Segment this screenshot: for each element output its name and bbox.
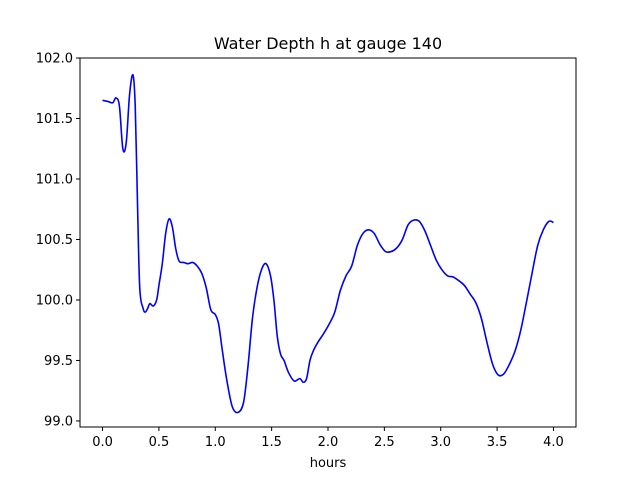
series-layer — [102, 73, 554, 414]
x-tick-label: 3.5 — [487, 435, 508, 450]
x-tick-label: 1.5 — [261, 435, 282, 450]
y-tick-label: 101.0 — [36, 172, 73, 187]
y-tick-label: 100.5 — [36, 233, 73, 248]
series-line — [102, 73, 554, 414]
x-axis-label: hours — [310, 456, 347, 471]
plot-frame — [79, 57, 577, 428]
y-tick-label: 101.5 — [36, 112, 73, 127]
x-axis: 0.0 0.5 1.0 1.5 2.0 2.5 3.0 3.5 4.0 — [92, 427, 564, 450]
x-tick-label: 2.5 — [374, 435, 395, 450]
x-tick-label: 1.0 — [205, 435, 226, 450]
y-tick-label: 102.0 — [36, 52, 73, 67]
chart-title: Water Depth h at gauge 140 — [214, 34, 442, 53]
y-tick-label: 100.0 — [36, 293, 73, 308]
x-tick-label: 2.0 — [318, 435, 339, 450]
x-tick-label: 0.0 — [92, 435, 113, 450]
y-axis: 99.0 99.5 100.0 100.5 101.0 101.5 102.0 — [36, 52, 80, 429]
x-tick-label: 4.0 — [543, 435, 564, 450]
x-tick-label: 0.5 — [149, 435, 170, 450]
y-tick-label: 99.0 — [44, 414, 73, 429]
x-tick-label: 3.0 — [430, 435, 451, 450]
y-tick-label: 99.5 — [44, 354, 73, 369]
